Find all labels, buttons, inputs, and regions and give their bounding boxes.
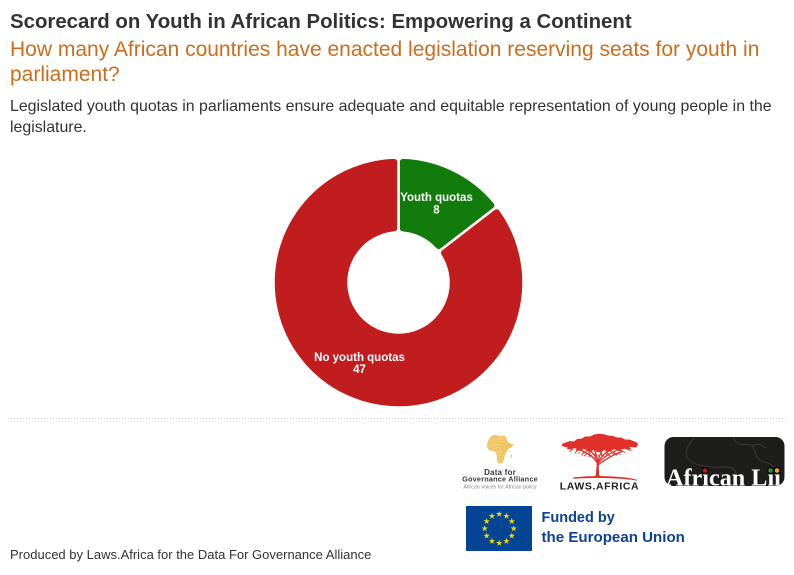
svg-text:Governance Alliance: Governance Alliance bbox=[462, 475, 538, 484]
svg-text:Data for: Data for bbox=[484, 468, 516, 477]
svg-text:the European Union: the European Union bbox=[542, 529, 685, 546]
svg-text:African voices for African pol: African voices for African policy bbox=[463, 485, 537, 491]
svg-text:8: 8 bbox=[433, 205, 440, 217]
svg-text:LAWS.AFRICA: LAWS.AFRICA bbox=[560, 481, 640, 493]
svg-text:No youth quotas: No youth quotas bbox=[314, 352, 405, 364]
svg-text:47: 47 bbox=[353, 364, 366, 376]
svg-text:Youth quotas: Youth quotas bbox=[400, 192, 473, 204]
svg-text:Afrıcan Lıı: Afrıcan Lıı bbox=[666, 465, 781, 492]
svg-text:Funded by: Funded by bbox=[542, 510, 615, 526]
